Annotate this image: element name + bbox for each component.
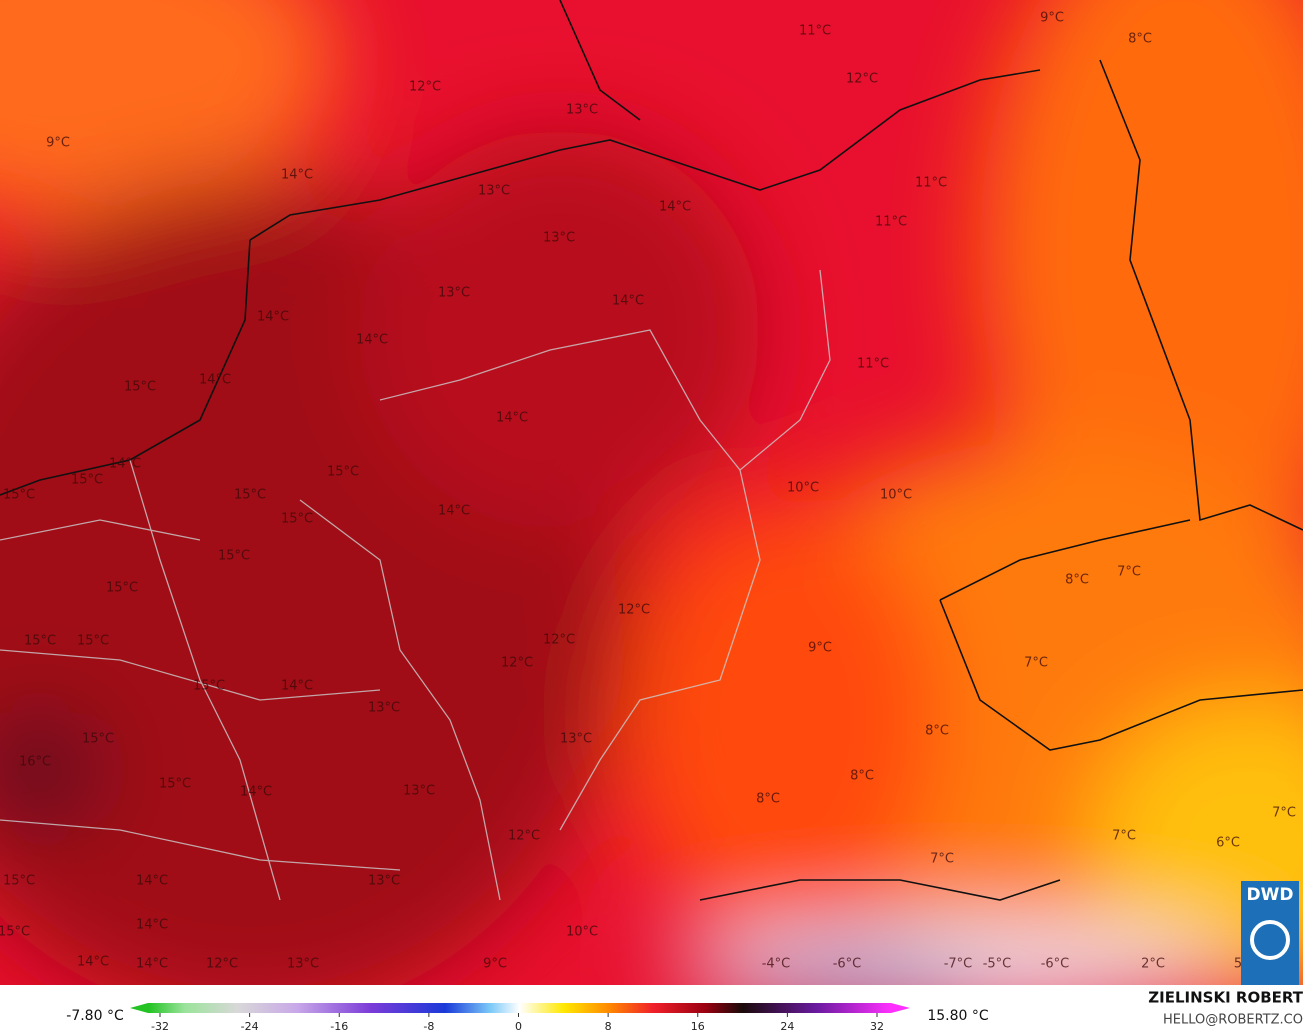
temp-label: 12°C [409, 80, 441, 95]
temp-label: 6°C [1216, 836, 1240, 851]
temp-label: 13°C [478, 184, 510, 199]
temp-label: 14°C [136, 874, 168, 889]
dwd-logo [1241, 881, 1299, 985]
email: HELLO@ROBERTZ.CO [1163, 1013, 1303, 1028]
temp-label: 15°C [77, 634, 109, 649]
colorbar-tick-label: 8 [605, 1020, 612, 1033]
temp-label: 8°C [925, 724, 949, 739]
temp-label: 12°C [508, 829, 540, 844]
temp-label: 10°C [880, 488, 912, 503]
temp-label: 15°C [193, 679, 225, 694]
temp-label: 15°C [82, 732, 114, 747]
temp-label: 8°C [756, 792, 780, 807]
colorbar-tick-label: -16 [330, 1020, 348, 1033]
temp-label: 13°C [403, 784, 435, 799]
temp-label: 15°C [71, 473, 103, 488]
temp-label: 2°C [1141, 957, 1165, 972]
temp-label: 7°C [930, 852, 954, 867]
temp-label: 14°C [281, 679, 313, 694]
temp-label: 10°C [787, 481, 819, 496]
temp-label: 14°C [136, 918, 168, 933]
legend-min: -7.80 °C [66, 1008, 124, 1024]
temp-label: 14°C [281, 168, 313, 183]
temp-label: 9°C [483, 957, 507, 972]
temp-label: 15°C [234, 488, 266, 503]
colorbar-tick-label: 16 [691, 1020, 705, 1033]
temp-label: 12°C [543, 633, 575, 648]
colorbar-tick-label: -32 [151, 1020, 169, 1033]
temp-label: 12°C [618, 603, 650, 618]
temp-label: -4°C [762, 957, 791, 972]
temp-label: 8°C [1128, 32, 1152, 47]
temp-label: 13°C [368, 701, 400, 716]
colorbar-tick-label: 0 [515, 1020, 522, 1033]
temp-label: 7°C [1024, 656, 1048, 671]
colorbar [148, 1003, 891, 1013]
temp-label: 13°C [438, 286, 470, 301]
temp-label: 14°C [612, 294, 644, 309]
temp-label: 14°C [356, 333, 388, 348]
temp-label: 9°C [808, 641, 832, 656]
legend-max: 15.80 °C [927, 1008, 989, 1024]
temp-label: 12°C [501, 656, 533, 671]
author: ZIELINSKI ROBERT [1148, 989, 1303, 1007]
temp-label: 13°C [566, 103, 598, 118]
temp-label: 14°C [77, 955, 109, 970]
colorbar-tick-label: -24 [241, 1020, 259, 1033]
temp-label: 12°C [206, 957, 238, 972]
temp-label: 15°C [0, 925, 30, 940]
temp-label: 10°C [566, 925, 598, 940]
temp-label: 13°C [543, 231, 575, 246]
temp-label: 15°C [3, 488, 35, 503]
temp-label: 14°C [438, 504, 470, 519]
temp-label: 15°C [327, 465, 359, 480]
temp-label: 15°C [3, 874, 35, 889]
temp-label: 9°C [46, 136, 70, 151]
temp-label: 11°C [799, 24, 831, 39]
temp-label: 14°C [257, 310, 289, 325]
temp-label: 9°C [1040, 11, 1064, 26]
temp-label: 7°C [1272, 806, 1296, 821]
temp-label: -6°C [833, 957, 862, 972]
temp-label: 14°C [136, 957, 168, 972]
temp-label: 14°C [109, 457, 141, 472]
temp-label: 15°C [124, 380, 156, 395]
temp-label: 12°C [846, 72, 878, 87]
temp-label: 11°C [875, 215, 907, 230]
temp-label: 14°C [240, 785, 272, 800]
temp-label: -6°C [1041, 957, 1070, 972]
temp-label: 15°C [218, 549, 250, 564]
temp-label: 15°C [24, 634, 56, 649]
colorbar-low-end [130, 1003, 148, 1013]
temp-label: 14°C [199, 373, 231, 388]
colorbar-tick-label: 24 [780, 1020, 794, 1033]
temp-label: 11°C [915, 176, 947, 191]
temp-label: 14°C [659, 200, 691, 215]
temp-label: 7°C [1117, 565, 1141, 580]
temp-label: 13°C [287, 957, 319, 972]
temp-label: 11°C [857, 357, 889, 372]
temp-label: 14°C [496, 411, 528, 426]
temp-label: 7°C [1112, 829, 1136, 844]
temp-label: 8°C [1065, 573, 1089, 588]
temp-label: 15°C [281, 512, 313, 527]
temp-label: -7°C [944, 957, 973, 972]
temp-label: 16°C [19, 755, 51, 770]
colorbar-tick-label: -8 [423, 1020, 434, 1033]
colorbar-tick-label: 32 [870, 1020, 884, 1033]
temp-label: 15°C [106, 581, 138, 596]
dwd-logo-text: DWD [1247, 885, 1294, 905]
temp-label: 5 [1234, 957, 1242, 972]
temp-label: 13°C [368, 874, 400, 889]
temp-label: 8°C [850, 769, 874, 784]
temp-label: 13°C [560, 732, 592, 747]
temp-label: -5°C [983, 957, 1012, 972]
temp-label: 15°C [159, 777, 191, 792]
dwd-logo-icon [1250, 920, 1290, 960]
colorbar-high-end [891, 1003, 910, 1013]
